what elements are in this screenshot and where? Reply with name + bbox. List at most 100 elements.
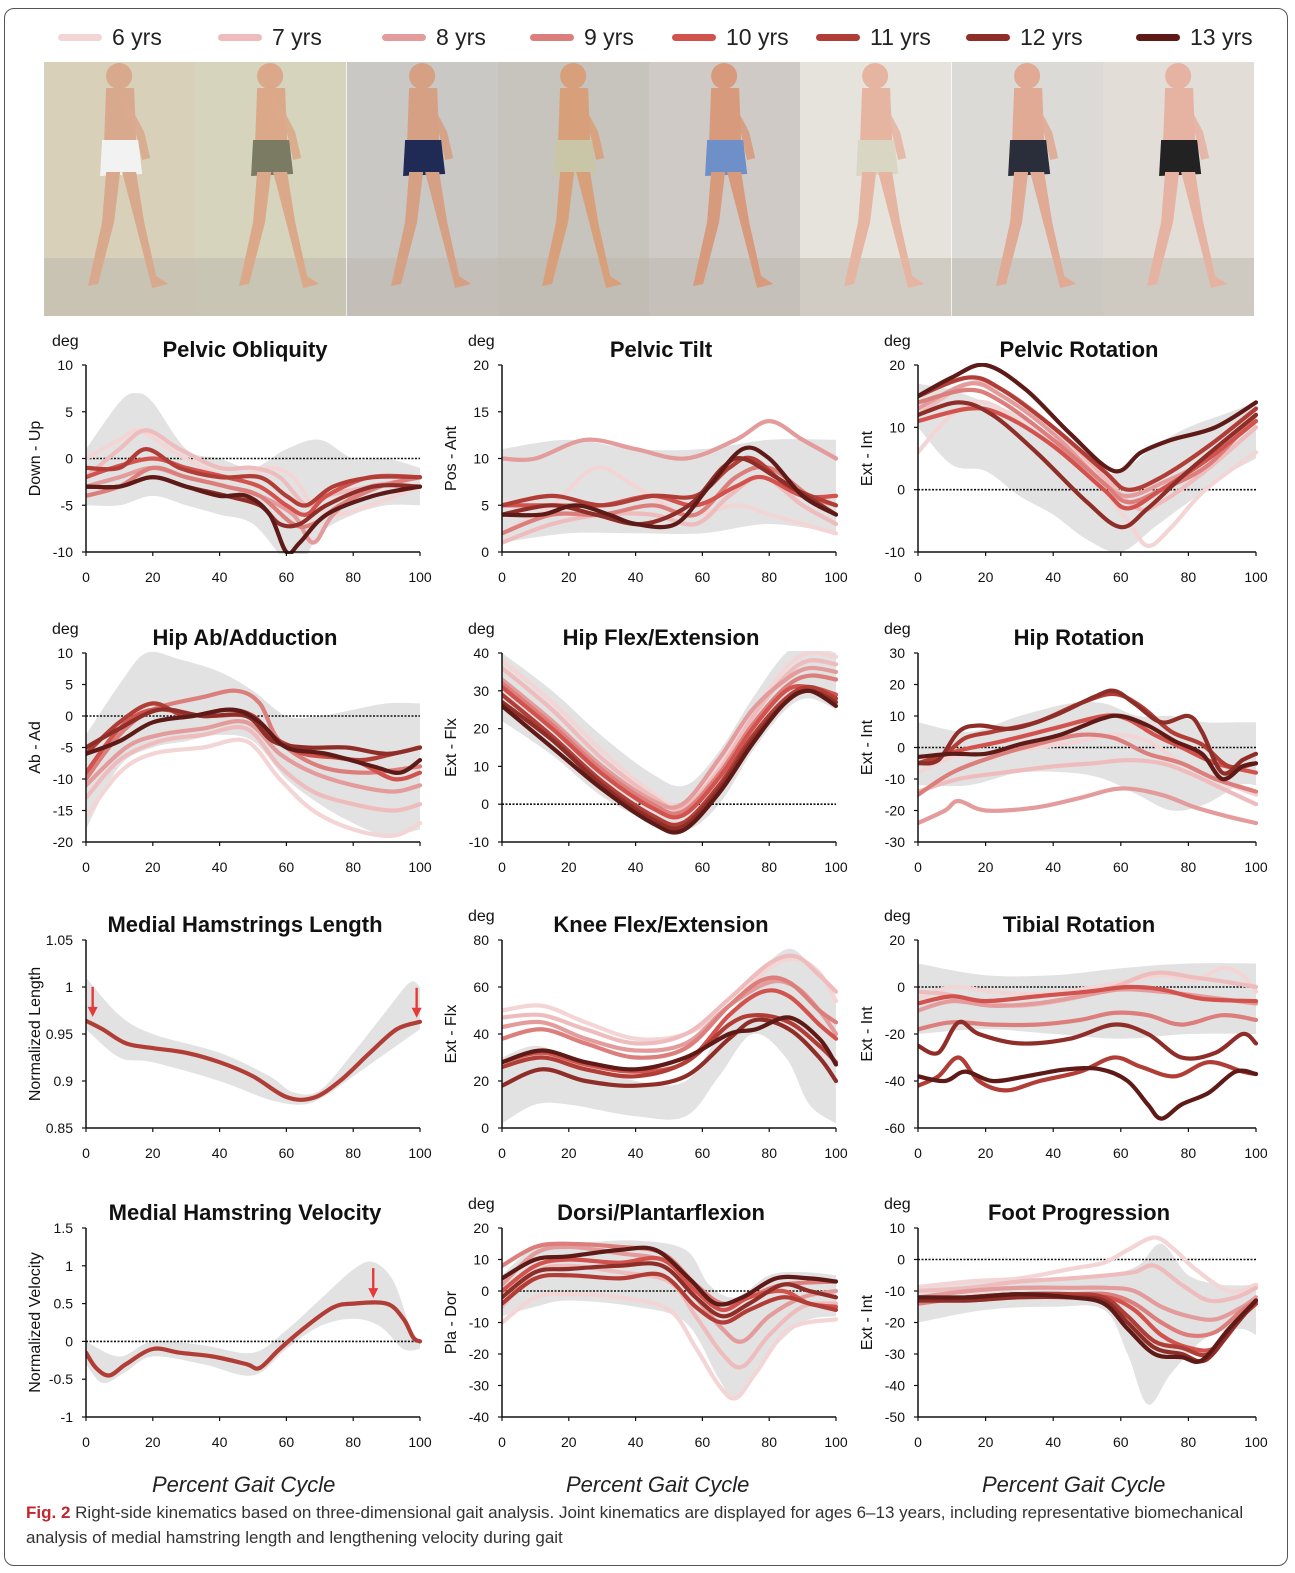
y-tick-label: 40 (473, 1026, 489, 1042)
y-unit-label: deg (884, 621, 911, 638)
legend-label: 9 yrs (584, 23, 634, 50)
x-tick-label: 80 (1181, 1434, 1197, 1450)
y-tick-label: 20 (889, 677, 905, 693)
chart-title: Medial Hamstrings Length (107, 912, 382, 937)
x-tick-label: 60 (279, 1434, 295, 1450)
x-tick-label: 80 (345, 1434, 361, 1450)
y-tick-label: 10 (889, 1220, 905, 1236)
y-axis-label: Ext - Int (859, 1294, 876, 1350)
legend-label: 8 yrs (436, 23, 486, 50)
y-tick-label: 10 (473, 451, 489, 467)
y-tick-label: 0 (65, 708, 73, 724)
series-line (918, 1019, 1258, 1061)
y-tick-label: -40 (469, 1409, 489, 1425)
chart-pelvic-rotation: -10 0 10 20 0 20 40 60 80 100 Pelvic Rotation deg Ex… (859, 333, 1268, 585)
y-unit-label: deg (468, 621, 495, 638)
x-axis-label-col2: Percent Gait Cycle (566, 1472, 750, 1497)
y-tick-label: -5 (61, 740, 74, 756)
y-tick-label: 20 (473, 357, 489, 373)
series-line (502, 683, 838, 820)
x-tick-label: 0 (498, 569, 506, 585)
x-tick-label: 60 (1113, 569, 1129, 585)
series-line (502, 475, 838, 545)
y-tick-label: -10 (885, 771, 905, 787)
chart-medial-hamstrings-length: 0.85 0.9 0.95 1 1.05 0 20 40 60 80 100 Medial Hamst… (27, 912, 432, 1161)
series-line (502, 673, 838, 816)
legend-swatch (816, 33, 860, 41)
y-tick-label: -10 (469, 1315, 489, 1331)
y-unit-label: deg (52, 621, 79, 638)
legend-swatch (58, 33, 102, 41)
x-tick-label: 0 (914, 859, 922, 875)
series-line (86, 465, 422, 529)
x-tick-label: 60 (695, 569, 711, 585)
x-axis-label-col1: Percent Gait Cycle (152, 1472, 336, 1497)
x-tick-label: 20 (978, 859, 994, 875)
legend-item: 12 yrs (966, 20, 1083, 54)
x-tick-label: 0 (82, 569, 90, 585)
legend-swatch (1136, 33, 1180, 41)
normal-range-band (918, 383, 1256, 553)
y-tick-label: 80 (473, 932, 489, 948)
x-axis-label-col3: Percent Gait Cycle (982, 1472, 1166, 1497)
series-line (918, 375, 1258, 492)
x-tick-label: 80 (1181, 859, 1197, 875)
chart-title: Hip Rotation (1014, 625, 1145, 650)
y-axis-label: Ext - Int (859, 430, 876, 486)
series-line (918, 713, 1258, 782)
y-axis-label: Ext - Flx (443, 718, 460, 777)
y-tick-label: 20 (473, 721, 489, 737)
y-tick-label: 0.9 (54, 1073, 74, 1089)
gait-photo (649, 62, 801, 316)
chart-knee-flex-extension: 0 20 40 60 80 0 20 40 60 80 100 Knee Flex/Extension… (443, 908, 848, 1161)
legend-swatch (672, 33, 716, 41)
x-tick-label: 100 (824, 859, 848, 875)
y-tick-label: 15 (473, 404, 489, 420)
y-tick-label: 0.85 (46, 1120, 73, 1136)
chart-title: Pelvic Obliquity (162, 337, 328, 362)
series-line (918, 732, 1258, 797)
y-tick-label: 0 (481, 1120, 489, 1136)
series-line (86, 1018, 422, 1102)
x-tick-label: 40 (1045, 859, 1061, 875)
chart-tibial-rotation: -60 -40 -20 0 20 0 20 40 60 80 100 Tibial Rotation d… (859, 908, 1268, 1161)
x-tick-label: 20 (145, 1145, 161, 1161)
series-line (918, 984, 1258, 1006)
legend-label: 6 yrs (112, 23, 162, 50)
y-tick-label: 0.95 (46, 1026, 73, 1042)
series-line (502, 1017, 838, 1088)
chart-title: Knee Flex/Extension (553, 912, 768, 937)
x-tick-label: 20 (145, 569, 161, 585)
x-tick-label: 20 (978, 1434, 994, 1450)
chart-title: Dorsi/Plantarflexion (557, 1200, 765, 1225)
y-tick-label: 20 (889, 932, 905, 948)
gait-photo (44, 62, 196, 316)
x-tick-label: 40 (212, 859, 228, 875)
legend-item: 8 yrs (382, 20, 486, 54)
series-line (918, 786, 1258, 826)
series-line (918, 1010, 1258, 1032)
y-axis-label: Pla - Dor (443, 1290, 460, 1354)
series-line (502, 1263, 838, 1370)
legend-label: 12 yrs (1020, 23, 1083, 50)
x-tick-label: 60 (1113, 1434, 1129, 1450)
legend-item: 7 yrs (218, 20, 322, 54)
x-tick-label: 80 (1181, 569, 1197, 585)
legend-item: 9 yrs (530, 20, 634, 54)
y-tick-label: -30 (885, 834, 905, 850)
caption-text: Right-side kinematics based on three-dim… (26, 1503, 1244, 1547)
x-tick-label: 20 (561, 859, 577, 875)
series-line (502, 688, 838, 835)
y-tick-label: -10 (469, 834, 489, 850)
y-tick-label: 10 (57, 357, 73, 373)
series-line (502, 1015, 838, 1072)
legend-label: 13 yrs (1190, 23, 1253, 50)
legend-item: 6 yrs (58, 20, 162, 54)
y-axis-label: Normalized Velocity (27, 1252, 44, 1393)
gait-photo (195, 62, 347, 316)
y-axis-label: Pos - Ant (443, 425, 460, 490)
series-line (918, 379, 1258, 513)
y-tick-label: -20 (885, 1315, 905, 1331)
chart-title: Hip Flex/Extension (563, 625, 760, 650)
